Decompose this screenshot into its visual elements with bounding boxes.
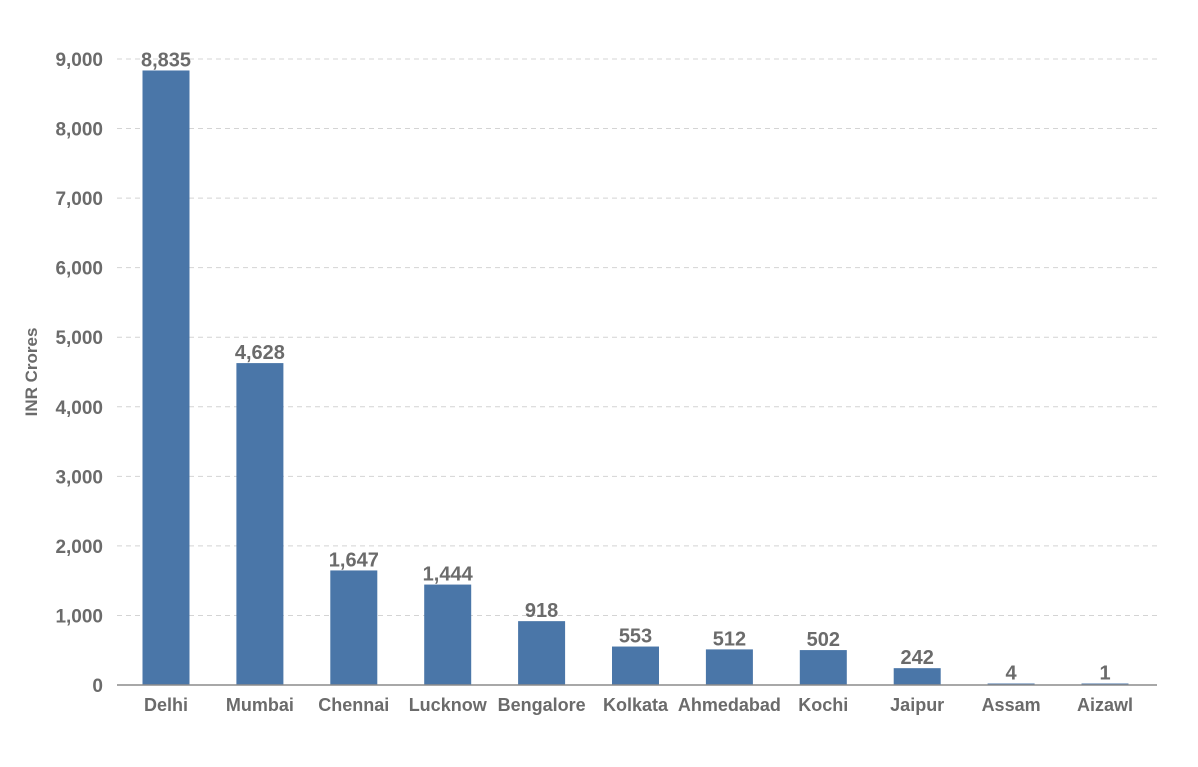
data-label: 8,835: [141, 49, 191, 71]
bars: [142, 70, 1129, 685]
data-label: 553: [619, 626, 652, 648]
data-label: 4,628: [235, 342, 285, 364]
y-tick-label: 2,000: [55, 537, 103, 558]
x-axis-ticks: Delhi Mumbai Chennai Lucknow Bengalore Kolkat…: [144, 695, 1133, 715]
x-tick-label: Chennai: [318, 695, 389, 715]
bar-mumbai: [236, 363, 284, 685]
x-tick-label: Kochi: [798, 695, 848, 715]
y-tick-label: 6,000: [55, 259, 103, 280]
y-tick-label: 0: [92, 676, 103, 697]
y-tick-label: 5,000: [55, 328, 103, 349]
y-axis-title: INR Crores: [22, 328, 41, 417]
data-labels: 8,835 4,628 1,647 1,444 918 553 512 502 242 4 1: [141, 49, 1111, 684]
bar-jaipur: [893, 668, 941, 685]
x-tick-label: Jaipur: [890, 695, 944, 715]
bar-kolkata: [612, 646, 659, 685]
data-label: 918: [525, 600, 558, 622]
data-label: 512: [713, 628, 746, 650]
y-tick-label: 8,000: [55, 120, 103, 141]
x-tick-label: Bengalore: [498, 695, 586, 715]
data-label: 1,647: [329, 549, 379, 571]
x-tick-label: Delhi: [144, 695, 188, 715]
bar-delhi: [142, 70, 190, 685]
y-tick-label: 1,000: [55, 606, 103, 627]
x-tick-label: Ahmedabad: [678, 695, 781, 715]
data-label: 242: [901, 647, 934, 669]
x-tick-label: Mumbai: [226, 695, 294, 715]
x-tick-label: Lucknow: [409, 695, 488, 715]
bar-ahmedabad: [705, 649, 753, 685]
x-tick-label: Aizawl: [1077, 695, 1133, 715]
data-label: 1: [1099, 663, 1110, 685]
bar-chennai: [330, 570, 378, 685]
gridlines: [117, 58, 1157, 616]
y-tick-label: 7,000: [55, 189, 103, 210]
x-tick-label: Assam: [982, 695, 1041, 715]
data-label: 502: [807, 629, 840, 651]
y-tick-label: 4,000: [55, 398, 103, 419]
y-tick-label: 3,000: [55, 467, 103, 488]
data-label: 4: [1006, 663, 1018, 685]
bar-bengalore: [518, 621, 566, 685]
bar-lucknow: [424, 584, 472, 685]
x-tick-label: Kolkata: [603, 695, 669, 715]
y-axis-ticks: 0 1,000 2,000 3,000 4,000 5,000 6,000 7,000 8,00…: [55, 50, 103, 697]
data-label: 1,444: [423, 564, 474, 586]
y-tick-label: 9,000: [55, 50, 103, 71]
bar-kochi: [799, 650, 847, 685]
